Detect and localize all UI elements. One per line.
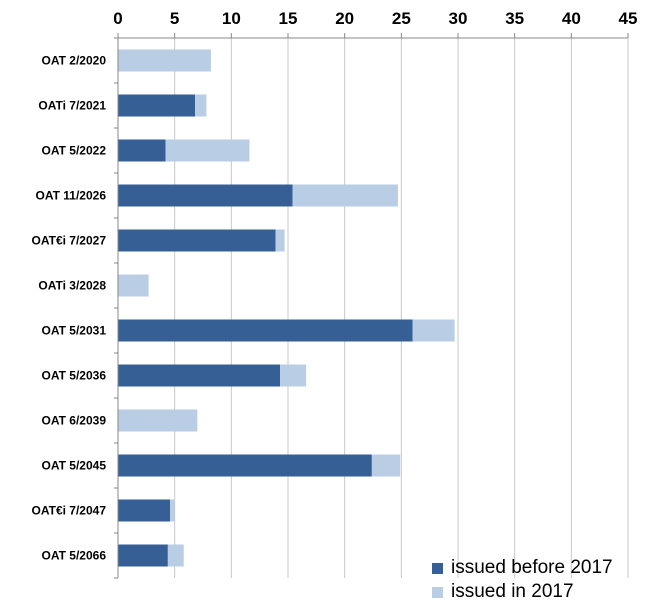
category-label: OAT 5/2066 (42, 549, 107, 563)
bar-segment-before-2017 (118, 544, 168, 567)
bars (118, 49, 455, 567)
bar-segment-in-2017 (165, 139, 250, 162)
category-label: OAT€i 7/2027 (32, 234, 107, 248)
legend-label-before-2017: issued before 2017 (451, 557, 613, 578)
x-tick-labels: 0 5 10 15 20 25 30 35 40 45 (113, 9, 637, 28)
category-label: OAT 5/2022 (42, 144, 107, 158)
bar-segment-in-2017 (170, 499, 175, 522)
category-label: OAT€i 7/2047 (32, 504, 107, 518)
bar-segment-before-2017 (118, 94, 196, 117)
bar-segment-in-2017 (195, 94, 207, 117)
x-tick-label-25: 25 (392, 9, 411, 28)
bar-segment-before-2017 (118, 184, 293, 207)
category-label: OAT 5/2031 (42, 324, 107, 338)
category-label: OATi 3/2028 (38, 279, 106, 293)
category-label: OAT 6/2039 (42, 414, 107, 428)
bar-segment-in-2017 (292, 184, 398, 207)
legend-swatch-before-2017 (432, 562, 443, 574)
x-tick-label-10: 10 (222, 9, 241, 28)
legend-swatch-in-2017 (432, 586, 443, 598)
legend: issued before 2017 issued in 2017 (432, 556, 613, 604)
category-label: OAT 5/2036 (42, 369, 107, 383)
x-tick-label-30: 30 (449, 9, 468, 28)
x-tick-label-20: 20 (335, 9, 354, 28)
axes (114, 33, 629, 579)
bar-segment-before-2017 (118, 229, 276, 252)
x-tick-label-0: 0 (113, 9, 122, 28)
x-tick-label-40: 40 (562, 9, 581, 28)
legend-item-before-2017: issued before 2017 (432, 556, 613, 580)
bar-segment-before-2017 (118, 454, 372, 477)
bar-segment-before-2017 (118, 319, 413, 342)
gridlines (174, 38, 629, 578)
bar-segment-in-2017 (280, 364, 307, 387)
category-label: OATi 7/2021 (38, 99, 106, 113)
category-label: OAT 11/2026 (36, 189, 107, 203)
bar-segment-before-2017 (118, 364, 281, 387)
bar-segment-in-2017 (275, 229, 285, 252)
bar-segment-before-2017 (118, 499, 171, 522)
x-tick-label-5: 5 (170, 9, 179, 28)
x-tick-label-35: 35 (505, 9, 524, 28)
legend-label-in-2017: issued in 2017 (451, 581, 574, 602)
category-label: OAT 5/2045 (42, 459, 107, 473)
bar-segment-in-2017 (167, 544, 184, 567)
bar-segment-in-2017 (412, 319, 455, 342)
bar-segment-in-2017 (371, 454, 401, 477)
bar-segment-before-2017 (118, 139, 166, 162)
bar-segment-in-2017 (118, 274, 149, 297)
bar-segment-in-2017 (118, 49, 211, 72)
x-tick-label-45: 45 (619, 9, 638, 28)
bar-segment-in-2017 (118, 409, 198, 432)
category-labels: OAT 2/2020 OATi 7/2021 OAT 5/2022 OAT 11/20… (32, 54, 107, 563)
legend-item-in-2017: issued in 2017 (432, 580, 613, 604)
category-label: OAT 2/2020 (42, 54, 107, 68)
x-tick-label-15: 15 (279, 9, 298, 28)
